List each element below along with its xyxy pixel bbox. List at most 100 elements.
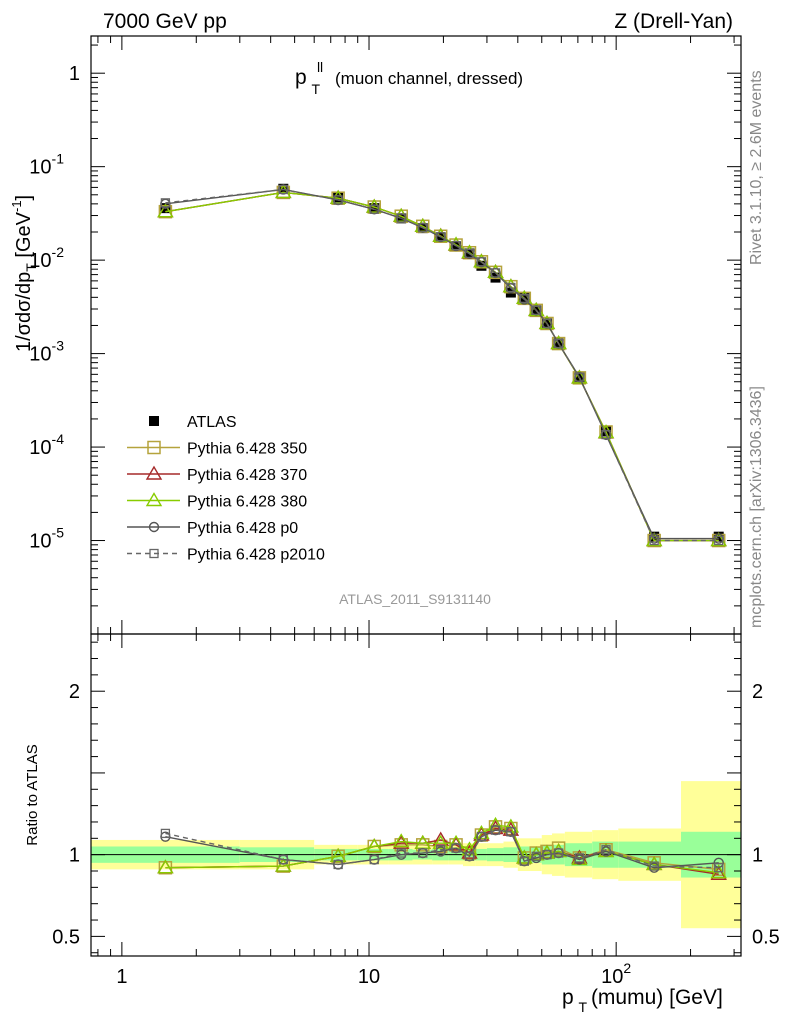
title-rest: (muon channel, dressed)	[335, 69, 523, 88]
main-point-p2010	[369, 204, 379, 214]
legend-label-p370: Pythia 6.428 370	[187, 467, 307, 484]
main-point-atlas	[369, 203, 380, 214]
main-point-atlas	[278, 183, 289, 194]
main-point-atlas	[519, 292, 530, 303]
legend-marker-p370	[145, 465, 163, 480]
main-point-p2010	[278, 184, 288, 195]
ratio-point-p2010	[531, 851, 541, 861]
ratio-point-p380	[432, 834, 449, 849]
y-tick-label: 10-5	[29, 525, 64, 553]
header-left: 7000 GeV pp	[103, 10, 227, 33]
header-right: Z (Drell-Yan)	[614, 10, 733, 33]
x-axis-label: p T (mumu) [GeV]	[562, 986, 723, 1017]
main-point-p2010	[436, 232, 446, 242]
ratio-point-p2010	[396, 848, 406, 858]
legend: ATLAS Pythia 6.428 350 Pythia 6.428 370 Pyt…	[127, 414, 325, 564]
ratio-point-p2010	[464, 851, 475, 861]
main-point-p2010	[649, 535, 659, 546]
main-point-p2010	[451, 240, 461, 251]
x-tick-label: 10	[358, 966, 380, 988]
ratio-point-p2010	[451, 843, 461, 853]
main-line-p380	[165, 191, 719, 542]
main-point-p2010	[396, 213, 406, 223]
y-tick-label: 1	[69, 63, 80, 85]
ratio-point-p2010	[519, 856, 529, 866]
main-frame	[90, 35, 742, 635]
ratio-panel: 1 10 102 0.5 0.5 1 1 2 2	[52, 633, 780, 988]
main-point-p380	[157, 203, 174, 218]
ratio-point-p2010	[601, 845, 611, 855]
main-point-p2010	[476, 257, 487, 267]
y-tick-label: 10-1	[29, 151, 64, 179]
x-tick-label: 1	[116, 966, 127, 988]
rivet-side-label: Rivet 3.1.10, ≥ 2.6M events	[748, 70, 765, 265]
xlabel-sub: T	[579, 999, 588, 1015]
ratio-point-p350	[551, 841, 566, 855]
ratio-point-p2010	[574, 853, 585, 863]
legend-label-p0: Pythia 6.428 p0	[187, 520, 298, 537]
main-point-p2010	[601, 429, 611, 440]
y-tick-label: 10-4	[29, 431, 64, 459]
ratio-point-p2010	[553, 848, 564, 858]
main-title: p T ll (muon channel, dressed)	[295, 54, 523, 99]
ratio-y-tick-label-right: 2	[752, 681, 763, 703]
ratio-point-p380	[275, 857, 292, 872]
ratio-point-p2010	[506, 827, 516, 837]
legend-marker-p0	[148, 521, 160, 533]
ratio-point-p2010	[160, 828, 171, 839]
main-point-p2010	[531, 305, 541, 316]
y-tick-label: 10-2	[29, 244, 64, 272]
ratio-point-p2010	[369, 854, 379, 865]
title-p: p	[295, 66, 307, 89]
legend-marker-p350	[147, 440, 161, 455]
ratio-point-p2010	[714, 863, 724, 873]
legend-marker-p2010	[149, 548, 159, 559]
main-point-p2010	[333, 195, 343, 205]
ratio-point-p370	[710, 865, 727, 880]
ratio-point-p2010	[436, 845, 446, 855]
ratio-ylabel: Ratio to ATLAS	[24, 744, 41, 845]
ratio-point-p2010	[278, 854, 288, 865]
ratio-point-p2010	[542, 850, 552, 860]
legend-marker-atlas	[149, 416, 159, 426]
ratio-point-p2010	[490, 825, 501, 835]
main-ylabel: 1/σdσ/dpT [GeV-1]	[9, 195, 39, 352]
ratio-point-p380	[157, 859, 174, 874]
ratio-frame	[90, 633, 742, 957]
ratio-point-p350	[416, 838, 430, 852]
main-point-p2010	[553, 338, 564, 349]
main-point-p2010	[542, 318, 552, 329]
main-point-p2010	[418, 223, 428, 233]
ratio-point-p380	[329, 847, 347, 862]
ratio-point-p2010	[649, 861, 659, 871]
main-panel: 10-5 10-4 10-3 10-2 10-1 1	[29, 35, 742, 635]
ratio-point-p2010	[333, 859, 343, 870]
ratio-y-tick-label: 0.5	[52, 926, 80, 948]
legend-label-p380: Pythia 6.428 380	[187, 494, 307, 511]
legend-label-p2010: Pythia 6.428 p2010	[187, 547, 325, 564]
main-point-p2010	[490, 268, 501, 278]
ratio-y-tick-label: 2	[69, 681, 80, 703]
ratio-y-tick-label: 1	[69, 845, 80, 867]
ratio-point-p370	[432, 831, 449, 846]
main-point-p2010	[160, 198, 171, 208]
legend-marker-p380	[145, 492, 163, 507]
title-sub: T	[312, 81, 321, 97]
ratio-point-p2010	[476, 832, 487, 842]
main-point-atlas	[333, 192, 344, 203]
mcplots-side-label: mcplots.cern.ch [arXiv:1306.3436]	[748, 386, 765, 628]
title-sup: ll	[317, 59, 323, 75]
main-point-p2010	[464, 248, 475, 259]
xlabel-p: p	[562, 986, 574, 1009]
legend-label-atlas: ATLAS	[187, 414, 237, 431]
ratio-y-tick-label-right: 1	[752, 845, 763, 867]
legend-label-p350: Pythia 6.428 350	[187, 441, 307, 458]
ratio-point-p380	[366, 838, 383, 853]
main-line-p350	[165, 191, 719, 542]
main-point-p2010	[714, 535, 724, 546]
y-tick-label: 10-3	[29, 338, 64, 366]
ratio-y-tick-label-right: 0.5	[752, 926, 780, 948]
main-point-p2010	[519, 293, 529, 304]
watermark: ATLAS_2011_S9131140	[339, 591, 491, 607]
